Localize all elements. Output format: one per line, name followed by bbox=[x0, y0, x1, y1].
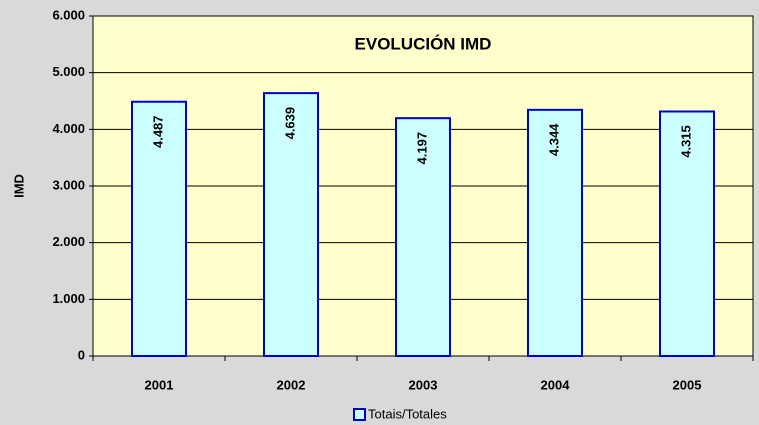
bar bbox=[395, 117, 451, 357]
y-tick-label: 1.000 bbox=[52, 291, 85, 306]
x-tick-label: 2004 bbox=[541, 377, 571, 392]
data-label: 4.344 bbox=[546, 123, 561, 156]
x-tick-label: 2003 bbox=[409, 377, 438, 392]
y-tick-label: 0 bbox=[78, 347, 85, 362]
data-label: 4.315 bbox=[678, 125, 693, 158]
y-tick-label: 3.000 bbox=[52, 177, 85, 192]
y-tick-label: 5.000 bbox=[52, 64, 85, 79]
data-label: 4.639 bbox=[282, 107, 297, 140]
y-tick-label: 2.000 bbox=[52, 234, 85, 249]
bar bbox=[659, 110, 715, 357]
bar bbox=[131, 100, 187, 357]
x-tick-label: 2005 bbox=[673, 377, 702, 392]
y-tick-label: 6.000 bbox=[52, 7, 85, 22]
bar bbox=[527, 108, 583, 357]
legend-label: Totais/Totales bbox=[368, 406, 447, 421]
legend-swatch bbox=[353, 408, 366, 421]
data-label: 4.487 bbox=[150, 115, 165, 148]
x-tick-label: 2002 bbox=[277, 377, 306, 392]
bar bbox=[263, 92, 319, 358]
y-tick-label: 4.000 bbox=[52, 121, 85, 136]
y-axis-label: IMD bbox=[11, 174, 26, 198]
x-tick-label: 2001 bbox=[145, 377, 174, 392]
data-label: 4.197 bbox=[414, 132, 429, 165]
chart-title: EVOLUCIÓN IMD bbox=[355, 34, 492, 53]
